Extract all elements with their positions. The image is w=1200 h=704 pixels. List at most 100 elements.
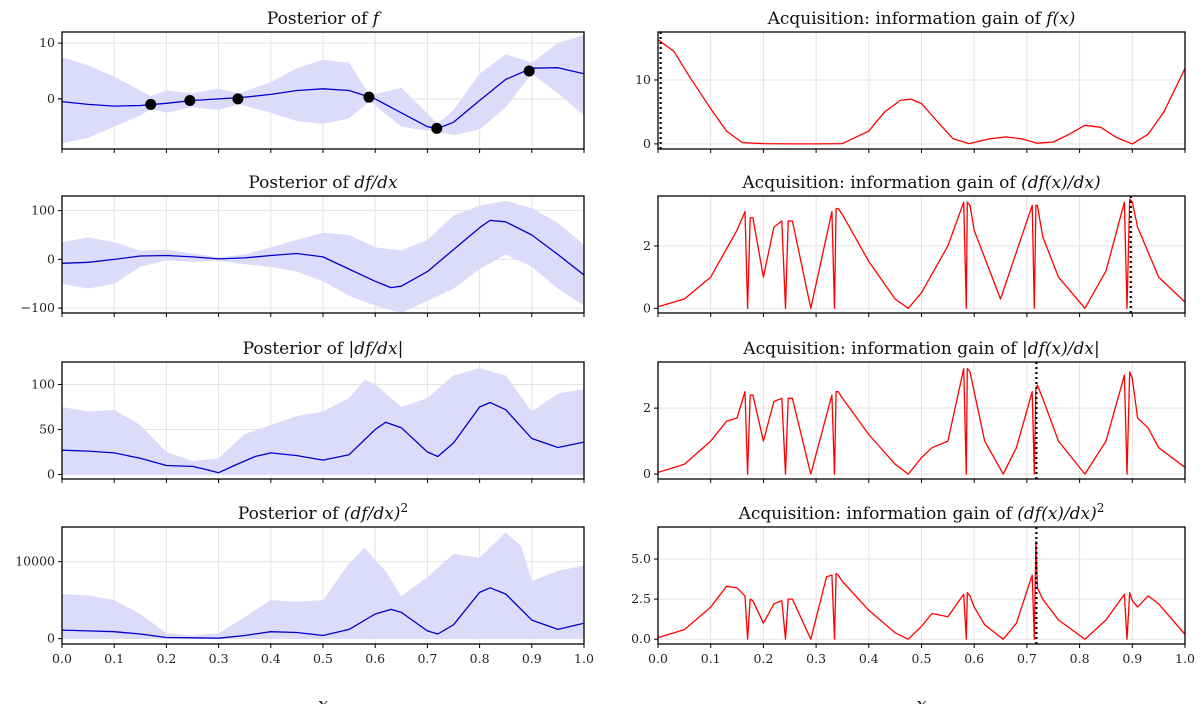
title-text: Posterior of <box>243 339 349 359</box>
acquisition-line <box>658 39 1185 145</box>
title-superscript: 2 <box>1097 501 1105 515</box>
x-tick-label-7: 0.7 <box>1017 651 1037 666</box>
x-tick-label-8: 0.8 <box>470 651 490 666</box>
x-tick-label-3: 0.3 <box>209 651 229 666</box>
x-tick-label-6: 0.6 <box>964 651 984 666</box>
y-tick-label-1: 50 <box>39 422 55 437</box>
y-tick-label-0: 0 <box>643 136 651 151</box>
y-tick-label-0: 0 <box>47 631 55 646</box>
title-text: Acquisition: information gain of <box>738 504 1018 524</box>
posterior-mean-line <box>62 587 584 639</box>
panel-acq_abs: 0 2 Acquisition: information gain of |df(x… <box>643 339 1186 483</box>
x-tick-label-8: 0.8 <box>1070 651 1090 666</box>
acquisition-line <box>658 198 1185 309</box>
panel-post_abs: 0 50 100 Posterior of |df/dx| <box>31 339 585 483</box>
panel-title: Acquisition: information gain of (df(x)/… <box>738 501 1105 524</box>
plot-area <box>658 362 1185 479</box>
panel-acq_f: 0 10 Acquisition: information gain of f(x) <box>635 9 1186 153</box>
plot-area <box>658 32 1185 149</box>
observation-point-0 <box>145 98 157 110</box>
x-tick-label-1: 0.1 <box>104 651 124 666</box>
panel-title: Posterior of f <box>267 9 382 29</box>
panel-title: Acquisition: information gain of (df(x)/… <box>741 173 1100 193</box>
x-tick-label-10: 1.0 <box>574 651 594 666</box>
y-tick-label-0: −100 <box>21 300 55 315</box>
acquisition-line <box>658 540 1185 640</box>
panel-title: Posterior of |df/dx| <box>243 339 404 359</box>
y-tick-label-2: 100 <box>31 203 55 218</box>
y-tick-label-0: 0 <box>643 466 651 481</box>
x-tick-label-6: 0.6 <box>365 651 385 666</box>
x-tick-label-9: 0.9 <box>522 651 542 666</box>
title-text: Posterior of <box>267 9 373 29</box>
y-tick-label-2: 5.0 <box>631 551 651 566</box>
x-tick-label-4: 0.4 <box>859 651 879 666</box>
y-tick-label-1: 2 <box>643 400 651 415</box>
plot-area <box>62 200 584 313</box>
confidence-band <box>62 368 584 475</box>
title-text: Acquisition: information gain of <box>767 9 1047 29</box>
title-math: (df/dx) <box>344 504 401 524</box>
panel-title: Posterior of (df/dx)2 <box>238 501 408 524</box>
posterior-mean-line <box>62 219 584 289</box>
confidence-band <box>62 532 584 639</box>
y-tick-label-0: 0.0 <box>631 631 651 646</box>
posterior-mean-line <box>62 401 584 474</box>
title-superscript: 2 <box>400 501 408 515</box>
title-math: f(x) <box>1044 9 1075 29</box>
panel-post_f: 0 10 Posterior of f <box>39 9 585 153</box>
y-tick-label-1: 10000 <box>15 554 55 569</box>
x-axis-label: x <box>318 694 328 704</box>
title-math: df/dx <box>354 173 398 193</box>
title-math: (df(x)/dx) <box>1017 504 1097 524</box>
plot-area <box>62 532 584 639</box>
panel-post_df: −100 0 100 Posterior of df/dx <box>21 173 585 317</box>
plot-area <box>62 34 584 144</box>
plot-area <box>658 527 1185 644</box>
y-tick-label-1: 0 <box>47 251 55 266</box>
plot-area <box>658 196 1185 313</box>
x-tick-label-7: 0.7 <box>417 651 437 666</box>
y-tick-label-1: 0 <box>47 91 55 106</box>
x-tick-label-0: 0.0 <box>52 651 72 666</box>
panel-acq_df: 0 2 Acquisition: information gain of (df(x… <box>643 173 1186 317</box>
y-tick-label-1: 2.5 <box>631 591 651 606</box>
title-text: Posterior of <box>238 504 344 524</box>
plot-area <box>62 368 584 475</box>
y-tick-label-1: 10 <box>635 72 651 87</box>
y-tick-label-0: 0 <box>643 300 651 315</box>
panel-title: Posterior of df/dx <box>248 173 398 193</box>
observation-point-4 <box>431 122 443 134</box>
observation-point-3 <box>363 91 375 103</box>
observation-point-1 <box>184 95 196 107</box>
x-tick-label-2: 0.2 <box>753 651 773 666</box>
observation-point-2 <box>232 93 244 105</box>
y-tick-label-1: 2 <box>643 238 651 253</box>
panel-post_sq: 0 10000 0.0 0.1 0.2 0.3 0.4 0.5 0.6 0.7 0.8 0.9 1.0 x… <box>15 501 594 704</box>
y-tick-label-2: 10 <box>39 35 55 50</box>
x-tick-label-5: 0.5 <box>313 651 333 666</box>
title-text: Acquisition: information gain of <box>741 173 1021 193</box>
title-text: Posterior of <box>248 173 354 193</box>
x-tick-label-4: 0.4 <box>261 651 281 666</box>
x-tick-label-3: 0.3 <box>806 651 826 666</box>
x-tick-label-10: 1.0 <box>1175 651 1195 666</box>
x-tick-label-1: 0.1 <box>701 651 721 666</box>
y-tick-label-0: 0 <box>47 467 55 482</box>
x-tick-label-0: 0.0 <box>648 651 668 666</box>
panel-acq_sq: 0.0 2.5 5.0 0.0 0.1 0.2 0.3 0.4 0.5 0.6 0.7 0.8 0.9 1… <box>631 501 1195 704</box>
title-math: (df(x)/dx) <box>1021 173 1101 193</box>
x-axis-label: x <box>916 694 926 704</box>
title-math: |df(x)/dx| <box>1022 339 1100 359</box>
title-math: |df/dx| <box>349 339 404 359</box>
x-tick-label-2: 0.2 <box>156 651 176 666</box>
observation-point-5 <box>523 65 535 77</box>
x-tick-label-5: 0.5 <box>912 651 932 666</box>
y-tick-label-2: 100 <box>31 377 55 392</box>
panel-title: Acquisition: information gain of |df(x)/… <box>742 339 1099 359</box>
panel-title: Acquisition: information gain of f(x) <box>767 9 1076 29</box>
title-math: f <box>371 9 382 29</box>
title-text: Acquisition: information gain of <box>742 339 1022 359</box>
x-tick-label-9: 0.9 <box>1122 651 1142 666</box>
